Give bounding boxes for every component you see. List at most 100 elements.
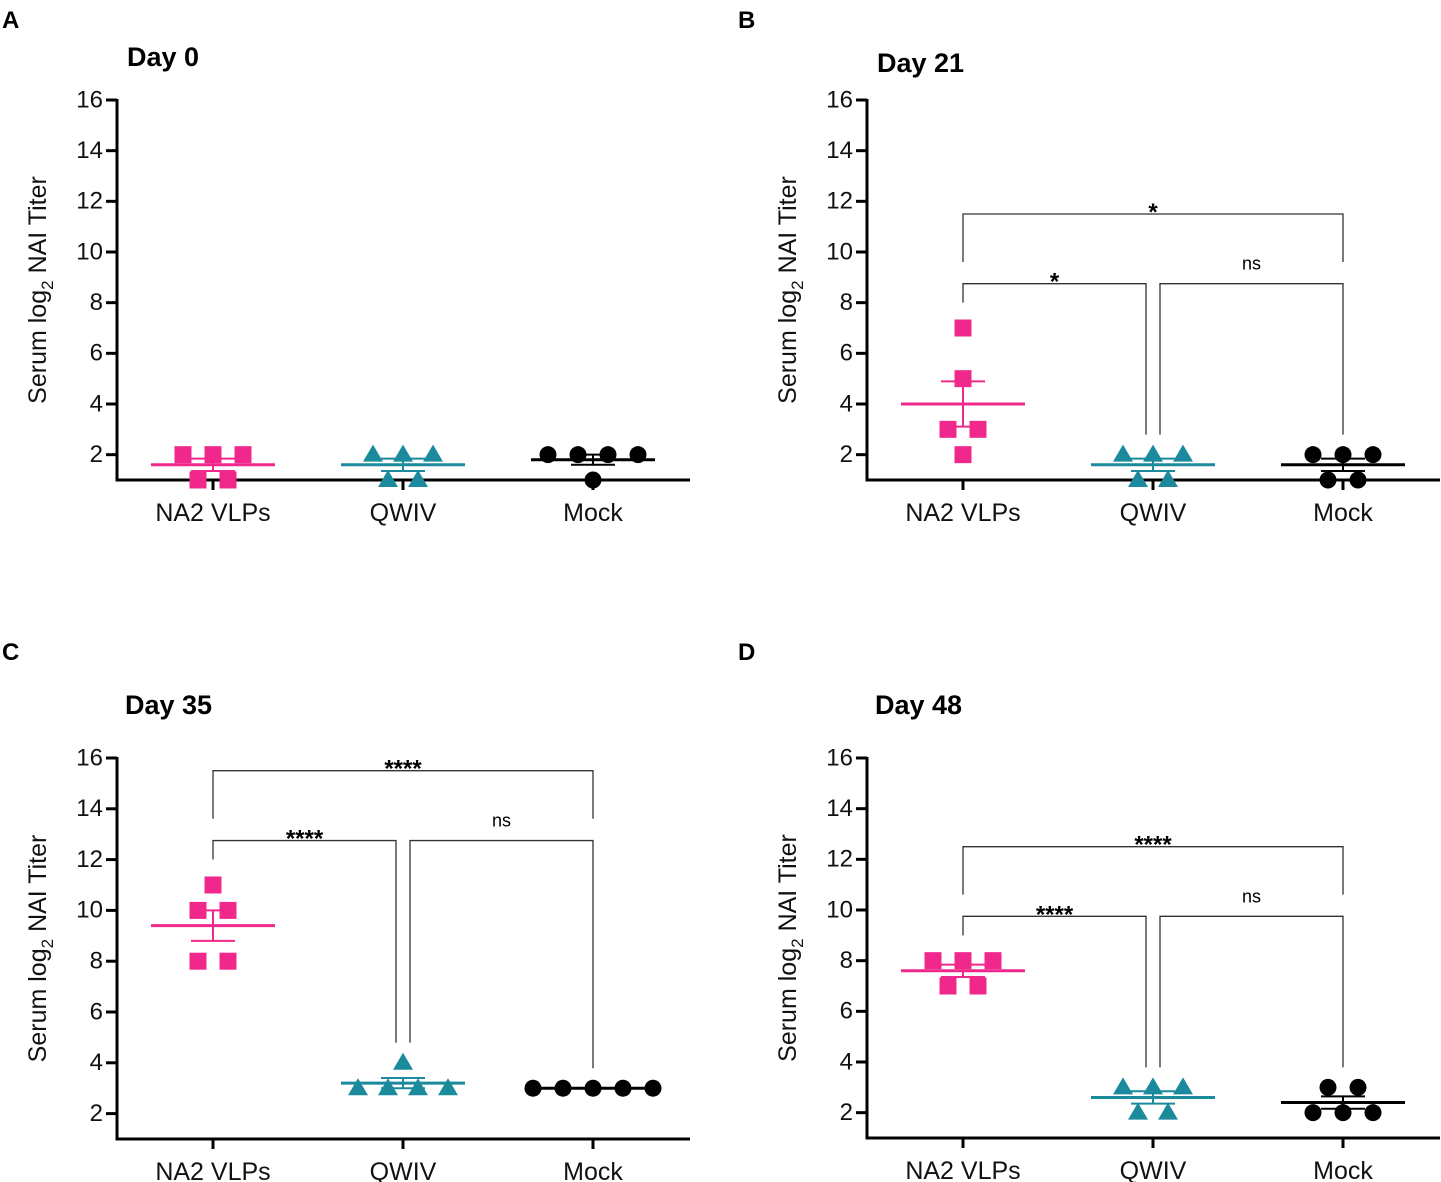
y-tick-label: 16 [826,86,853,113]
point [1113,1077,1133,1095]
point [969,420,987,438]
point [939,420,957,438]
y-tick-label: 14 [826,795,853,822]
y-label-tail: NAI Titer [774,834,802,931]
panel-label: C [2,639,19,666]
point [1364,1104,1382,1122]
point [1349,471,1367,489]
point [1143,1077,1163,1095]
y-tick-label: 10 [826,238,853,265]
bracket [962,283,1147,435]
y-tick-label: 16 [826,744,853,771]
significance-label: ns [492,811,511,831]
y-tick-label: 4 [840,1048,853,1075]
panel-label: B [738,7,755,34]
significance-label: **** [1036,901,1074,928]
point [1319,471,1337,489]
point [1173,1077,1193,1095]
y-axis-label: Serum log2 NAI Titer [774,176,807,404]
point [189,471,207,489]
x-tick-label: QWIV [370,499,437,527]
y-tick-label: 12 [826,846,853,873]
point [204,876,222,894]
y-tick-label: 10 [826,896,853,923]
y-axis-label: Serum log2 NAI Titer [24,835,57,1063]
point [174,446,192,464]
x-tick-label: NA2 VLPs [905,1157,1020,1182]
y-tick-label: 10 [76,238,103,265]
point [378,470,398,487]
x-tick-label: Mock [563,499,623,527]
panel-label: A [2,7,19,34]
y-label-text: Serum log [24,290,52,404]
significance-label: **** [286,826,324,853]
y-tick-label: 8 [840,289,853,316]
point [924,952,942,970]
x-tick-label: NA2 VLPs [155,499,270,527]
significance-label: ns [1242,254,1261,274]
y-tick-label: 14 [76,137,103,164]
y-label-tail: NAI Titer [24,835,52,932]
point [363,444,383,462]
y-tick-label: 12 [826,188,853,215]
point [1158,1102,1178,1120]
y-label-sub: 2 [38,280,57,289]
panel-title: Day 48 [875,690,962,720]
point [219,471,237,489]
y-tick-label: 2 [90,441,103,468]
point [393,444,413,462]
y-tick-label: 10 [76,897,103,924]
significance-label: * [1050,269,1060,296]
y-tick-label: 16 [76,86,103,113]
y-label-tail: NAI Titer [774,176,802,273]
point [1173,444,1193,462]
y-tick-label: 12 [76,188,103,215]
point [348,1078,368,1096]
point [1304,446,1322,464]
panel-title: Day 21 [877,48,964,78]
y-label-text: Serum log [774,290,802,404]
bracket [409,839,594,1069]
point [954,319,972,337]
point [584,471,602,489]
panel-title: Day 0 [127,42,199,72]
y-tick-label: 2 [840,441,853,468]
point [1319,1078,1337,1096]
y-tick-label: 2 [840,1099,853,1126]
y-axis-label: Serum log2 NAI Titer [774,834,807,1062]
point [1128,1102,1148,1120]
y-tick-label: 4 [90,390,103,417]
y-tick-label: 8 [840,947,853,974]
point [408,470,428,487]
y-tick-label: 2 [90,1100,103,1127]
point [1113,444,1133,462]
x-tick-label: QWIV [1120,1157,1187,1182]
y-tick-label: 6 [840,340,853,367]
x-tick-label: Mock [1313,1157,1373,1182]
x-tick-label: QWIV [1120,499,1187,527]
y-tick-label: 4 [90,1049,103,1076]
panel-label: D [738,639,755,666]
y-tick-label: 6 [840,998,853,1025]
y-tick-label: 8 [90,289,103,316]
point [939,977,957,995]
x-tick-label: QWIV [370,1158,437,1182]
bracket [212,770,594,819]
point [423,444,443,462]
point [1128,470,1148,487]
point [393,1052,413,1070]
significance-label: **** [1134,832,1172,859]
point [408,1078,428,1096]
y-tick-label: 6 [90,340,103,367]
bracket [212,839,397,1043]
point [954,370,972,388]
x-tick-label: NA2 VLPs [905,499,1020,527]
point [234,446,252,464]
bracket [962,915,1147,1068]
bracket [1159,283,1344,435]
y-tick-label: 8 [90,948,103,975]
point [1143,444,1163,462]
y-label-sub: 2 [38,939,57,948]
y-tick-label: 14 [76,795,103,822]
